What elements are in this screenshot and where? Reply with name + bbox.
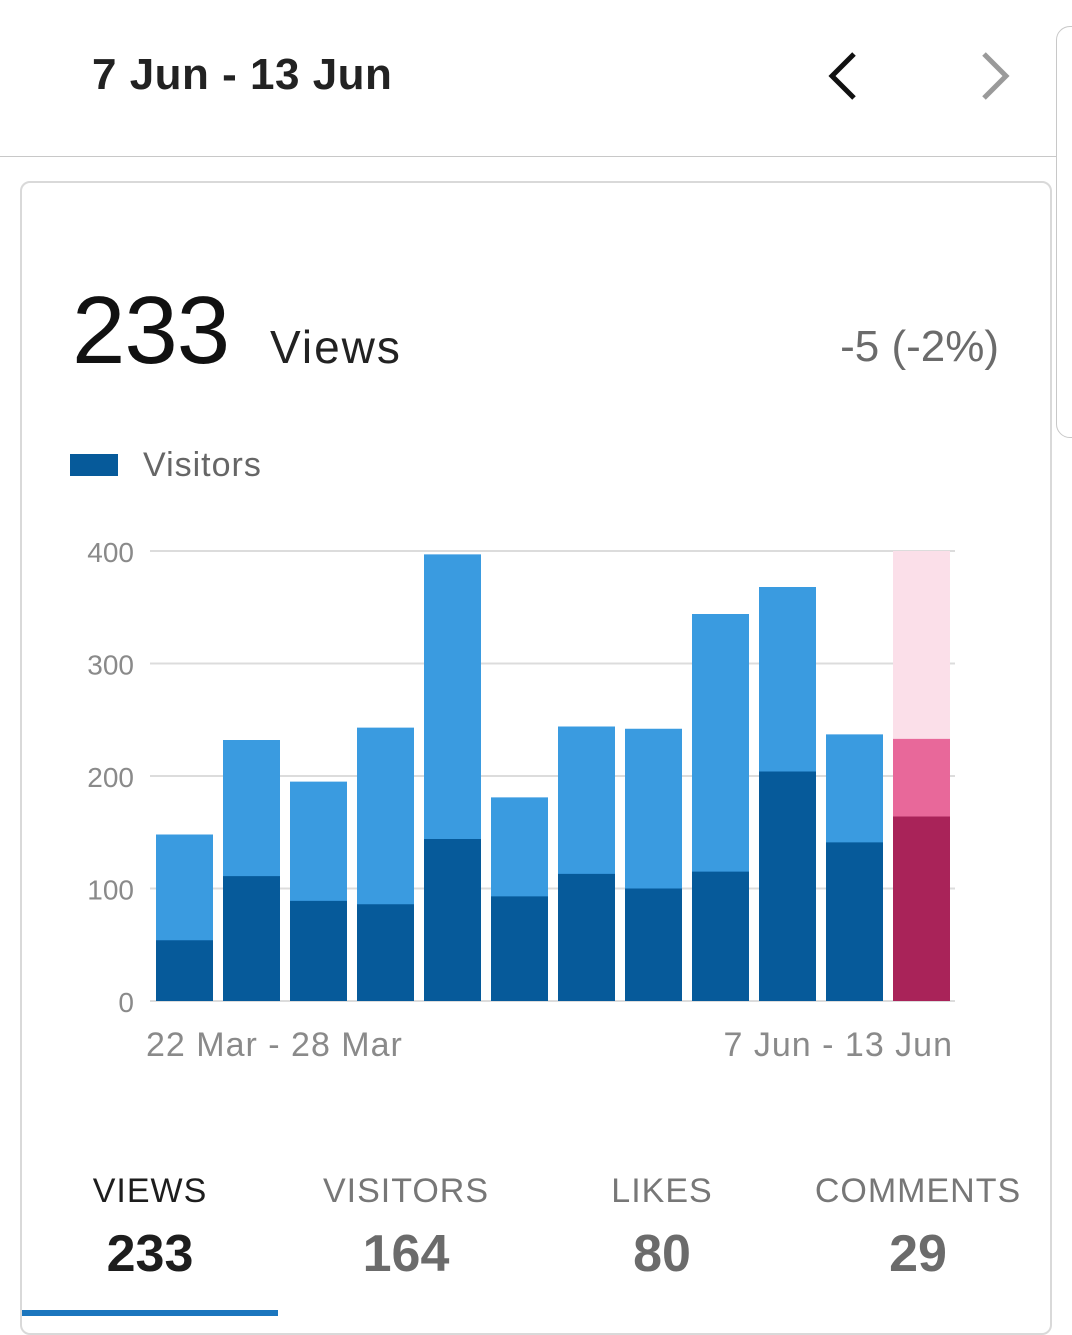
visitors-bar xyxy=(290,900,347,1001)
tab-views-label: VIEWS xyxy=(92,1172,208,1210)
legend-swatch xyxy=(70,454,118,476)
top-bar: 7 Jun - 13 Jun xyxy=(0,0,1060,157)
visitors-bar xyxy=(223,876,280,1001)
metric-tabs: VIEWS 233 VISITORS 164 LIKES 80 COMMENTS… xyxy=(22,1150,1048,1316)
total-views-count: 233 xyxy=(72,277,230,384)
legend-label: Visitors xyxy=(143,446,262,484)
x-tick-label-last: 7 Jun - 13 Jun xyxy=(724,1026,953,1064)
active-tab-indicator xyxy=(22,1310,278,1316)
y-tick-label: 200 xyxy=(87,762,134,793)
change-indicator: -5 (-2%) xyxy=(840,322,999,371)
tab-comments[interactable]: COMMENTS 29 xyxy=(790,1150,1046,1316)
tab-likes-value: 80 xyxy=(633,1225,691,1283)
visitors-bar xyxy=(759,771,816,1001)
tab-visitors-value: 164 xyxy=(362,1225,450,1283)
visitors-bar xyxy=(625,888,682,1001)
total-views-unit: Views xyxy=(270,321,402,373)
tab-views[interactable]: VIEWS 233 xyxy=(22,1150,278,1316)
date-range-title: 7 Jun - 13 Jun xyxy=(92,50,393,99)
chevron-left-icon xyxy=(828,52,856,100)
visitors-bar xyxy=(558,873,615,1001)
visitors-bar xyxy=(893,816,950,1001)
tab-visitors[interactable]: VISITORS 164 xyxy=(278,1150,534,1316)
tab-likes-label: LIKES xyxy=(611,1172,713,1210)
visitors-bar xyxy=(826,842,883,1001)
views-bar-chart: 0 100 200 300 400 22 Mar - 28 Mar 7 Jun - 13 J… xyxy=(87,537,955,1064)
visitors-bar xyxy=(357,904,414,1001)
tab-visitors-label: VISITORS xyxy=(322,1172,490,1210)
y-tick-label: 400 xyxy=(87,537,134,568)
tab-views-value: 233 xyxy=(106,1225,194,1283)
visitors-bar xyxy=(692,871,749,1001)
y-tick-label: 100 xyxy=(87,875,134,906)
visitors-bar xyxy=(156,940,213,1001)
next-period-button[interactable] xyxy=(962,44,1026,108)
tab-comments-value: 29 xyxy=(889,1225,947,1283)
visitors-bar xyxy=(424,839,481,1001)
tab-comments-label: COMMENTS xyxy=(814,1172,1022,1210)
chevron-right-icon xyxy=(982,52,1010,100)
y-tick-label: 0 xyxy=(118,987,134,1018)
visitors-bar xyxy=(491,896,548,1001)
side-panel-edge xyxy=(1056,26,1072,438)
tab-likes[interactable]: LIKES 80 xyxy=(534,1150,790,1316)
x-tick-label-first: 22 Mar - 28 Mar xyxy=(146,1026,403,1064)
previous-period-button[interactable] xyxy=(812,44,876,108)
y-tick-label: 300 xyxy=(87,650,134,681)
